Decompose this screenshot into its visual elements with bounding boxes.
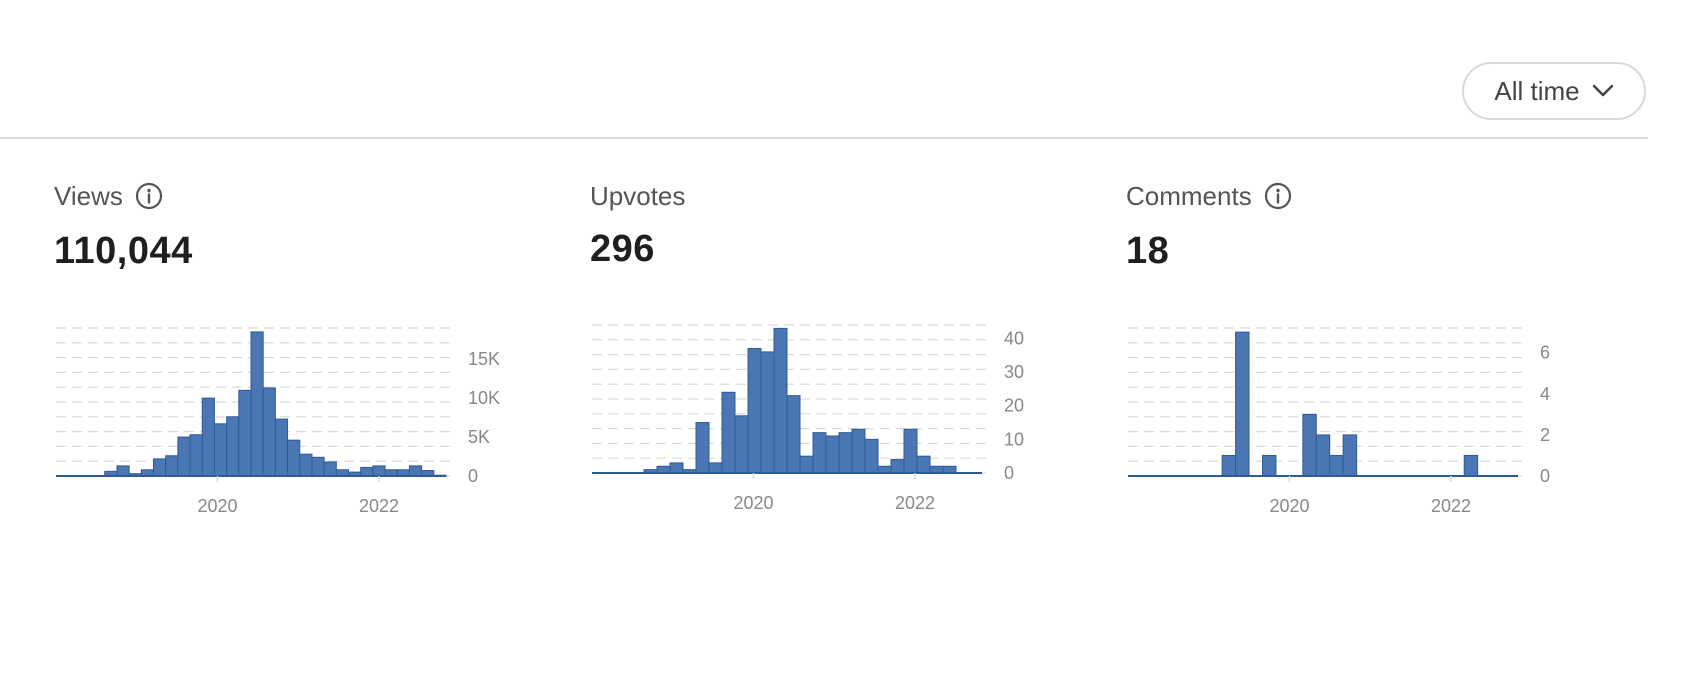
y-tick-label: 5K <box>468 427 490 447</box>
bar <box>1302 413 1317 477</box>
views-chart: 0 5K 10K 15K 2020 2022 <box>56 327 500 516</box>
bar <box>311 456 325 477</box>
bar <box>890 459 905 474</box>
x-tick-label: 2020 <box>197 496 237 516</box>
bar <box>165 455 179 477</box>
bar <box>734 415 749 474</box>
bar <box>1315 434 1331 477</box>
upvotes-value: 296 <box>590 228 655 270</box>
y-tick-label: 2 <box>1540 425 1550 445</box>
x-tick-label: 2020 <box>733 493 773 513</box>
bar <box>942 465 957 474</box>
bar <box>201 397 215 477</box>
x-tick-label: 2022 <box>895 493 935 513</box>
upvotes-panel: Upvotes 296 0 10 20 30 40 2020 2022 <box>590 178 1110 518</box>
views-label: Views <box>54 180 123 211</box>
bar <box>721 391 736 474</box>
chevron-down-icon <box>1592 84 1613 97</box>
bar <box>177 436 191 477</box>
bar <box>916 455 931 474</box>
bar <box>799 455 814 474</box>
bar <box>825 435 840 474</box>
bar <box>250 331 264 477</box>
bars <box>643 327 957 474</box>
bar <box>372 465 386 477</box>
y-tick-label: 0 <box>1540 466 1550 486</box>
y-tick-label: 40 <box>1004 328 1024 348</box>
bar <box>656 465 671 474</box>
bar <box>1463 454 1479 477</box>
views-panel: Views 110,044 0 5K 10K 15K 2020 2022 <box>54 178 574 518</box>
bar <box>299 453 313 477</box>
x-tick-label: 2022 <box>359 496 399 516</box>
views-value: 110,044 <box>54 230 193 272</box>
time-range-label: All time <box>1494 75 1580 106</box>
bars <box>1221 331 1479 477</box>
bar <box>213 423 228 477</box>
bar <box>708 462 723 474</box>
bar <box>189 434 203 477</box>
bar <box>864 438 879 474</box>
info-icon[interactable] <box>135 182 163 210</box>
bar <box>669 462 684 474</box>
y-tick-label: 0 <box>1004 463 1014 483</box>
bar <box>1221 454 1237 477</box>
bar <box>747 348 762 474</box>
y-tick-label: 10 <box>1004 429 1024 449</box>
bar <box>323 461 337 477</box>
bar <box>851 428 866 474</box>
bar <box>226 416 240 477</box>
x-tick-label: 2020 <box>1269 496 1309 516</box>
comments-panel: Comments 18 0 2 4 6 2020 2022 <box>1126 178 1646 518</box>
y-tick-label: 30 <box>1004 362 1024 382</box>
comments-label: Comments <box>1126 180 1252 211</box>
bar <box>287 439 301 477</box>
bar <box>1261 454 1277 477</box>
bars <box>104 331 447 477</box>
bar <box>695 422 710 474</box>
comments-chart: 0 2 4 6 2020 2022 <box>1128 327 1550 516</box>
bar <box>408 465 423 477</box>
bar <box>360 466 374 477</box>
time-range-dropdown[interactable]: All time <box>1462 62 1646 120</box>
bar <box>760 351 775 474</box>
bar <box>838 432 853 474</box>
bar <box>1235 331 1250 477</box>
bar <box>877 465 892 474</box>
comments-value: 18 <box>1126 230 1170 272</box>
y-tick-label: 20 <box>1004 396 1024 416</box>
bar <box>773 327 788 474</box>
upvotes-chart: 0 10 20 30 40 2020 2022 <box>592 324 1024 513</box>
bar <box>1329 454 1344 477</box>
y-tick-label: 4 <box>1540 384 1550 404</box>
info-icon[interactable] <box>1264 182 1292 210</box>
bar <box>929 465 944 474</box>
y-tick-label: 15K <box>468 349 500 369</box>
y-tick-label: 10K <box>468 388 500 408</box>
bar <box>812 432 827 474</box>
x-tick-label: 2022 <box>1431 496 1471 516</box>
header-divider <box>0 137 1648 139</box>
upvotes-label: Upvotes <box>590 180 686 211</box>
y-tick-label: 6 <box>1540 343 1550 363</box>
bar <box>262 387 276 477</box>
bar <box>274 418 289 477</box>
bar <box>786 395 801 474</box>
bar <box>153 458 167 477</box>
bar <box>1342 434 1358 477</box>
bar <box>238 389 252 477</box>
y-tick-label: 0 <box>468 466 478 486</box>
bar <box>116 465 130 477</box>
bar <box>903 428 918 474</box>
